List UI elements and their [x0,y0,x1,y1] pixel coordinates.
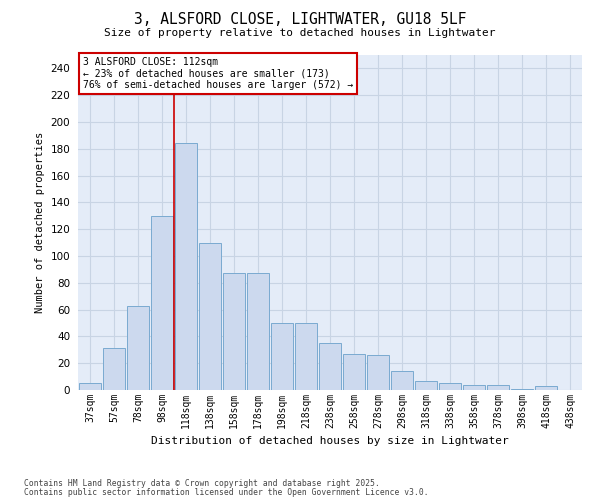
Bar [439,384,461,390]
Bar [343,354,365,390]
Bar [175,144,197,390]
Bar [319,343,341,390]
Bar [223,274,245,390]
Bar [247,274,269,390]
Bar [271,323,293,390]
Bar [295,323,317,390]
Bar [415,380,437,390]
Bar [391,371,413,390]
Text: 3 ALSFORD CLOSE: 112sqm
← 23% of detached houses are smaller (173)
76% of semi-d: 3 ALSFORD CLOSE: 112sqm ← 23% of detache… [83,56,353,90]
Bar [127,306,149,390]
Bar [79,384,101,390]
Bar [487,384,509,390]
Text: Contains public sector information licensed under the Open Government Licence v3: Contains public sector information licen… [24,488,428,497]
Bar [511,388,533,390]
Bar [199,242,221,390]
Bar [151,216,173,390]
Text: 3, ALSFORD CLOSE, LIGHTWATER, GU18 5LF: 3, ALSFORD CLOSE, LIGHTWATER, GU18 5LF [134,12,466,28]
X-axis label: Distribution of detached houses by size in Lightwater: Distribution of detached houses by size … [151,436,509,446]
Bar [367,355,389,390]
Bar [103,348,125,390]
Text: Contains HM Land Registry data © Crown copyright and database right 2025.: Contains HM Land Registry data © Crown c… [24,478,380,488]
Y-axis label: Number of detached properties: Number of detached properties [35,132,45,313]
Bar [463,384,485,390]
Bar [535,386,557,390]
Text: Size of property relative to detached houses in Lightwater: Size of property relative to detached ho… [104,28,496,38]
